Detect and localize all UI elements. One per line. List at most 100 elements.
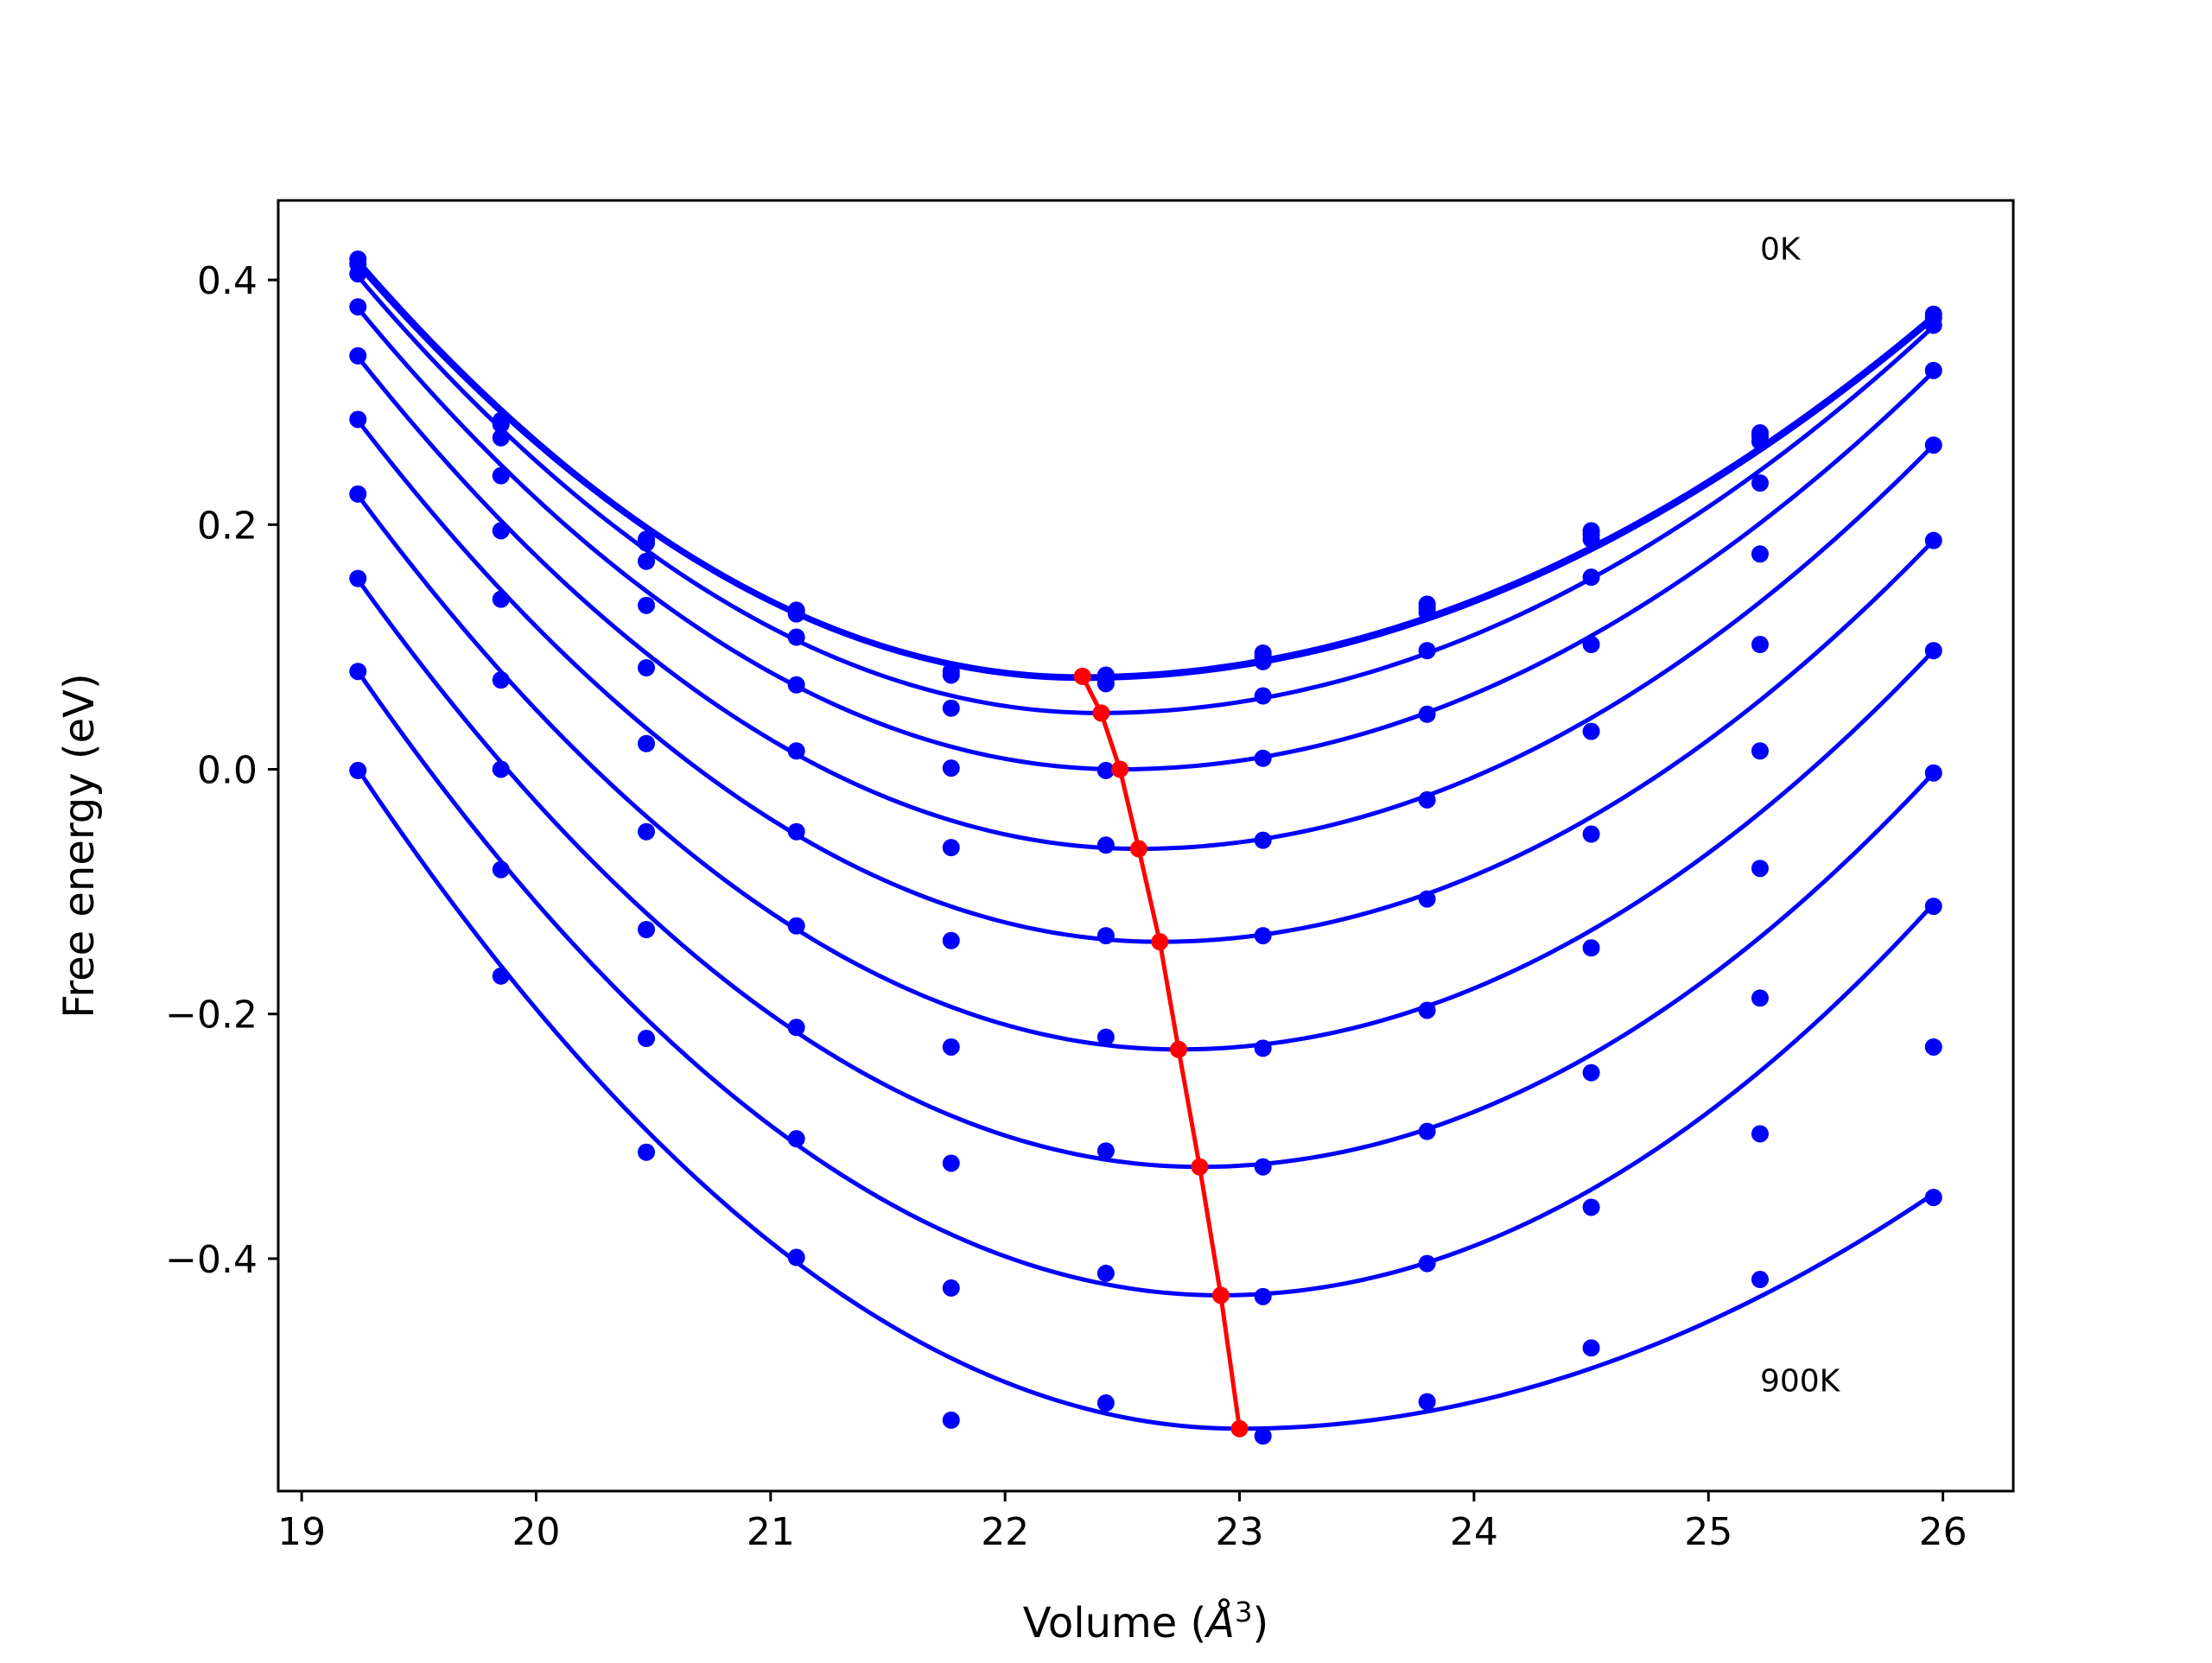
fit-curve-6 (356, 419, 1936, 944)
y-tick-label: −0.4 (165, 1238, 257, 1282)
data-point-s10-5 (942, 1411, 960, 1429)
data-point-s6-7 (1254, 831, 1272, 849)
equilibrium-point-3 (1111, 760, 1129, 778)
data-points (349, 250, 1942, 1445)
data-point-s3-10 (1751, 432, 1769, 450)
data-point-s4-8 (1418, 642, 1436, 660)
x-tick-label: 25 (1684, 1510, 1732, 1554)
data-point-s4-4 (787, 676, 805, 694)
data-point-s4-10 (1751, 474, 1769, 492)
data-point-s3-3 (638, 552, 656, 570)
data-point-s5-1 (349, 346, 367, 365)
data-point-s8-6 (1096, 1142, 1115, 1160)
data-point-s6-6 (1096, 927, 1115, 945)
data-point-s9-8 (1418, 1122, 1436, 1140)
data-point-s2-2 (492, 416, 510, 434)
equilibrium-line-group (1073, 667, 1249, 1438)
y-axis-ticks: −0.4 −0.2 0.0 0.2 0.4 (165, 259, 278, 1282)
equilibrium-point-7 (1191, 1158, 1209, 1176)
y-tick-label: 0.0 (197, 748, 257, 792)
data-point-s3-2 (492, 428, 510, 447)
data-point-s9-10 (1751, 989, 1769, 1007)
x-axis-label-exponent: 3 (1235, 1596, 1252, 1628)
equilibrium-point-8 (1211, 1286, 1230, 1304)
data-point-s8-10 (1751, 860, 1769, 878)
data-point-s8-11 (1924, 764, 1942, 782)
data-point-s8-8 (1418, 1001, 1436, 1019)
data-point-s6-4 (787, 822, 805, 841)
data-point-s10-1 (349, 761, 367, 779)
fit-curve-9 (356, 670, 1936, 1298)
x-tick-label: 22 (981, 1510, 1029, 1554)
data-point-s9-2 (492, 860, 510, 879)
data-point-s8-2 (492, 760, 510, 778)
data-point-s7-6 (1096, 1028, 1115, 1046)
data-point-s5-4 (787, 742, 805, 760)
equilibrium-point-2 (1092, 704, 1110, 722)
data-point-s7-7 (1254, 927, 1272, 945)
data-point-s5-8 (1418, 705, 1436, 723)
data-point-s4-11 (1924, 361, 1942, 379)
data-point-s9-5 (942, 1279, 960, 1297)
fit-curves (356, 258, 1936, 1431)
data-point-s5-2 (492, 522, 510, 540)
data-point-s4-7 (1254, 687, 1272, 705)
data-point-s3-8 (1418, 604, 1436, 622)
data-point-s8-3 (638, 921, 656, 938)
data-point-s6-3 (638, 734, 656, 752)
data-point-s4-3 (638, 596, 656, 614)
x-axis-label-close: ) (1252, 1599, 1268, 1647)
data-point-s10-4 (787, 1248, 805, 1266)
data-point-s7-3 (638, 822, 656, 841)
data-point-s3-4 (787, 628, 805, 646)
data-point-s11-8 (1418, 1393, 1436, 1411)
data-point-s3-11 (1924, 316, 1942, 334)
x-tick-label: 23 (1216, 1510, 1264, 1554)
data-point-s8-9 (1582, 939, 1600, 957)
x-tick-label: 24 (1450, 1510, 1498, 1554)
data-point-s2-3 (638, 534, 656, 552)
data-point-s5-9 (1582, 636, 1600, 654)
data-point-s7-5 (942, 1038, 960, 1056)
data-point-s7-10 (1751, 742, 1769, 760)
equilibrium-point-4 (1129, 840, 1147, 858)
annotation-900k: 900K (1760, 1364, 1841, 1400)
x-axis-label-text: Volume ( (1023, 1599, 1207, 1647)
equilibrium-point-1 (1073, 667, 1091, 685)
data-point-s8-5 (942, 1154, 960, 1172)
x-axis-label-unit: Å (1204, 1598, 1235, 1647)
data-point-s11-9 (1582, 1339, 1600, 1357)
fit-curve-4 (356, 307, 1936, 771)
data-point-s5-3 (638, 658, 656, 676)
data-point-s3-6 (1096, 675, 1115, 693)
annotations: 0K 900K (1760, 232, 1841, 1400)
x-axis-label: Volume (Å3) (1023, 1596, 1268, 1647)
data-point-s9-11 (1924, 898, 1942, 916)
data-point-s11-7 (1254, 1427, 1272, 1445)
x-tick-label: 19 (277, 1510, 326, 1554)
fit-curve-8 (356, 578, 1936, 1170)
data-point-s5-11 (1924, 436, 1942, 454)
fit-curve-3 (356, 275, 1936, 715)
data-point-s6-11 (1924, 531, 1942, 549)
y-tick-label: 0.4 (197, 259, 257, 303)
data-point-s10-10 (1751, 1125, 1769, 1143)
equilibrium-point-6 (1169, 1040, 1187, 1058)
data-point-s3-5 (942, 699, 960, 717)
data-point-s9-4 (787, 1130, 805, 1148)
x-axis-ticks: 19 20 21 22 23 24 25 26 (277, 1491, 1967, 1554)
data-point-s7-1 (349, 485, 367, 503)
data-point-s7-9 (1582, 825, 1600, 843)
x-tick-label: 20 (512, 1510, 560, 1554)
data-point-s10-3 (638, 1143, 656, 1161)
plot-frame (276, 199, 2015, 1493)
x-tick-label: 26 (1919, 1510, 1967, 1554)
data-point-s10-7 (1254, 1287, 1272, 1305)
y-tick-label: −0.2 (165, 993, 257, 1038)
data-point-s6-9 (1582, 722, 1600, 740)
data-point-s11-10 (1751, 1271, 1769, 1289)
data-point-s6-2 (492, 590, 510, 608)
data-point-s8-4 (787, 1019, 805, 1037)
